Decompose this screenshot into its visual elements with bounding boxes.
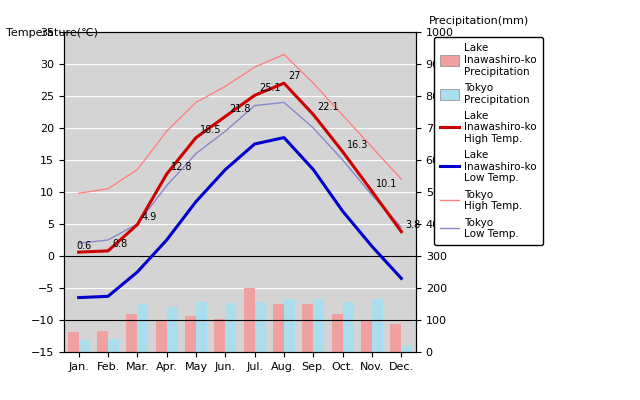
- Bar: [196, 302, 207, 352]
- Text: 25.1: 25.1: [259, 83, 280, 93]
- Text: Temperature(℃): Temperature(℃): [6, 28, 99, 38]
- Bar: [332, 314, 342, 352]
- Bar: [302, 304, 314, 352]
- Text: 4.9: 4.9: [141, 212, 157, 222]
- Text: 16.3: 16.3: [347, 140, 368, 150]
- Bar: [126, 314, 138, 352]
- Text: Precipitation(mm): Precipitation(mm): [429, 16, 529, 26]
- Legend: Lake
Inawashiro-ko
Precipitation, Tokyo
Precipitation, Lake
Inawashiro-ko
High T: Lake Inawashiro-ko Precipitation, Tokyo …: [434, 37, 543, 245]
- Text: 12.8: 12.8: [171, 162, 193, 172]
- Bar: [68, 332, 79, 352]
- Bar: [273, 304, 284, 352]
- Bar: [255, 302, 266, 352]
- Bar: [361, 320, 372, 352]
- Text: 0.8: 0.8: [112, 239, 127, 249]
- Bar: [138, 304, 148, 352]
- Bar: [372, 299, 383, 352]
- Bar: [214, 319, 225, 352]
- Text: 27: 27: [288, 71, 301, 81]
- Bar: [401, 346, 413, 352]
- Text: 10.1: 10.1: [376, 179, 397, 189]
- Bar: [284, 299, 295, 352]
- Text: 21.8: 21.8: [230, 104, 251, 114]
- Bar: [156, 320, 166, 352]
- Text: 0.6: 0.6: [76, 241, 91, 251]
- Bar: [390, 324, 401, 352]
- Bar: [243, 288, 255, 352]
- Bar: [97, 331, 108, 352]
- Bar: [108, 338, 119, 352]
- Text: 3.8: 3.8: [406, 220, 420, 230]
- Bar: [79, 340, 90, 352]
- Bar: [314, 299, 324, 352]
- Bar: [225, 303, 237, 352]
- Text: 22.1: 22.1: [317, 102, 339, 112]
- Bar: [342, 302, 354, 352]
- Bar: [166, 307, 178, 352]
- Bar: [185, 316, 196, 352]
- Text: 18.5: 18.5: [200, 126, 221, 136]
